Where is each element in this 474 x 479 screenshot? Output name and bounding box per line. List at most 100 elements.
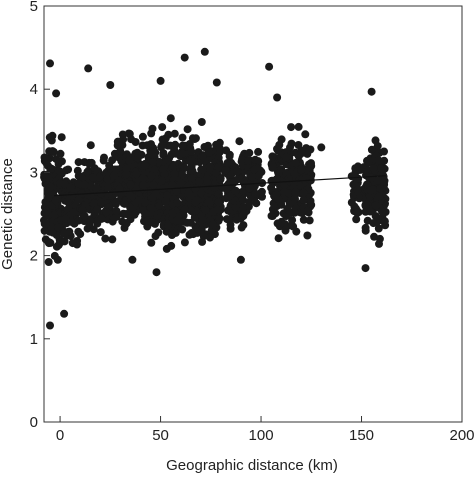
y-tick-label: 4 xyxy=(30,81,38,98)
data-point xyxy=(236,255,245,264)
data-point xyxy=(56,167,64,176)
data-point xyxy=(60,229,69,238)
data-point xyxy=(48,131,57,140)
data-point xyxy=(375,239,383,248)
data-point xyxy=(185,157,194,166)
data-point xyxy=(244,157,252,166)
data-point xyxy=(122,170,131,179)
data-point xyxy=(176,179,185,187)
data-point xyxy=(222,194,231,203)
data-point xyxy=(128,255,137,264)
data-point xyxy=(380,147,388,156)
data-point xyxy=(138,174,147,183)
data-point xyxy=(52,155,61,164)
data-point xyxy=(200,47,209,56)
data-point xyxy=(178,141,187,150)
data-point xyxy=(274,234,283,243)
data-point xyxy=(63,197,72,206)
data-point xyxy=(277,135,286,144)
data-point xyxy=(287,139,296,148)
data-point xyxy=(170,169,179,178)
data-point xyxy=(100,153,108,162)
data-point xyxy=(374,192,383,201)
data-point xyxy=(303,206,312,215)
x-tick-label: 150 xyxy=(349,427,374,444)
data-point xyxy=(152,268,161,277)
data-point xyxy=(167,241,176,250)
data-point xyxy=(46,59,54,68)
data-point xyxy=(168,181,177,189)
data-point xyxy=(155,201,164,210)
data-point xyxy=(119,135,128,144)
data-point xyxy=(57,133,66,142)
data-point xyxy=(186,191,195,200)
data-point xyxy=(147,171,156,180)
data-point xyxy=(362,171,370,180)
data-point xyxy=(187,174,196,183)
data-point xyxy=(363,216,372,225)
axis-ticks: 0 50 100 150 200 0 1 2 3 4 5 xyxy=(30,0,474,444)
data-point xyxy=(268,161,277,170)
data-point xyxy=(267,183,276,192)
data-point xyxy=(140,209,149,218)
data-point xyxy=(367,145,376,154)
data-point xyxy=(180,53,189,62)
data-point xyxy=(56,149,65,158)
data-point xyxy=(40,209,49,218)
data-point xyxy=(205,148,214,157)
data-point xyxy=(297,149,306,158)
data-point xyxy=(141,161,150,170)
data-point xyxy=(301,130,310,139)
data-point xyxy=(248,173,257,182)
data-point xyxy=(197,225,206,234)
data-point xyxy=(352,215,361,224)
data-point xyxy=(215,144,224,153)
data-point xyxy=(147,238,156,247)
data-point xyxy=(231,186,240,195)
data-point xyxy=(83,168,92,176)
data-point xyxy=(268,152,277,161)
data-point xyxy=(222,146,231,155)
data-point xyxy=(273,219,282,228)
data-point xyxy=(51,196,60,205)
data-point xyxy=(187,147,196,156)
data-point xyxy=(120,199,129,208)
data-point xyxy=(74,195,83,204)
data-point xyxy=(188,167,197,175)
data-point xyxy=(232,215,241,224)
data-point xyxy=(89,173,98,182)
data-point xyxy=(80,211,89,220)
data-point xyxy=(250,165,259,174)
data-point xyxy=(215,214,224,223)
data-point xyxy=(40,153,49,162)
data-point xyxy=(40,226,49,235)
data-point xyxy=(42,219,50,228)
data-point xyxy=(200,143,209,151)
data-point xyxy=(290,194,299,203)
data-point xyxy=(173,198,182,207)
data-point xyxy=(93,219,102,228)
data-point xyxy=(138,132,147,141)
data-point xyxy=(161,197,170,206)
data-point xyxy=(149,180,158,189)
data-point xyxy=(171,228,180,237)
data-point xyxy=(178,149,187,158)
data-point xyxy=(80,180,89,189)
data-point xyxy=(361,264,370,273)
data-point xyxy=(101,234,110,243)
data-point xyxy=(195,177,204,186)
data-point xyxy=(245,148,254,157)
data-point xyxy=(126,180,135,189)
data-point xyxy=(68,239,77,248)
data-point xyxy=(178,133,187,142)
data-point xyxy=(86,141,95,150)
data-point xyxy=(47,164,56,173)
data-point xyxy=(299,215,308,224)
data-point xyxy=(52,89,61,98)
data-point xyxy=(112,165,120,174)
data-point xyxy=(159,165,168,174)
data-point xyxy=(201,206,210,215)
data-point xyxy=(83,190,92,199)
data-point xyxy=(118,217,127,226)
y-tick-label: 1 xyxy=(30,331,38,348)
